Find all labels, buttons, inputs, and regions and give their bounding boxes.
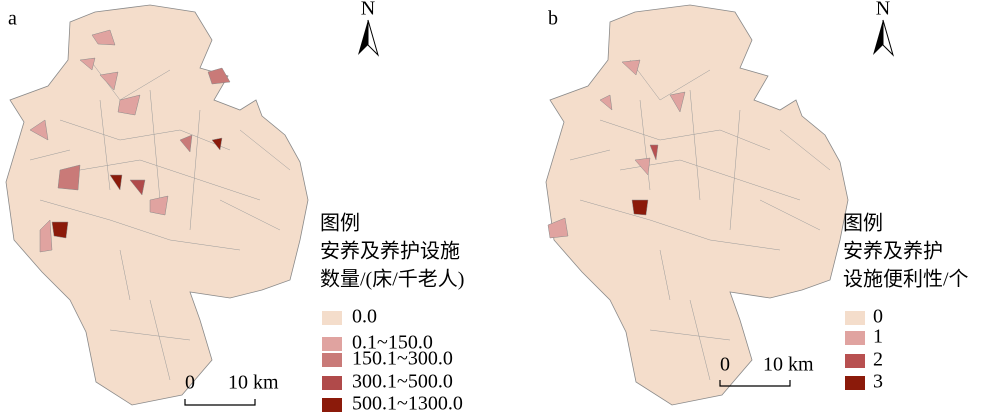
legend-label: 0 (873, 306, 883, 328)
panel-label: b (548, 8, 558, 30)
legend-title: 安养及养护 (843, 240, 943, 263)
map-region (599, 94, 613, 111)
map-region (109, 174, 123, 191)
legend-title: 图例 (843, 212, 883, 235)
legend-title: 安养及养护设施 (320, 240, 460, 263)
map-region (29, 119, 49, 141)
legend-label: 0.1~150.0 (352, 332, 433, 354)
legend-title: 设施便利性/个 (843, 268, 969, 291)
north-label: N (876, 0, 890, 20)
legend-swatch (322, 311, 342, 325)
legend-title: 图例 (320, 212, 360, 235)
north-arrow (873, 20, 883, 55)
map-region (649, 144, 659, 161)
north-label: N (361, 0, 375, 20)
map-region (631, 199, 649, 216)
map-outline (545, 4, 849, 406)
legend-label: 300.1~500.0 (352, 371, 453, 393)
legend-swatch (322, 376, 342, 390)
map-region (91, 29, 116, 46)
legend-title: 数量/(床/千老人) (320, 268, 464, 291)
legend-swatch (845, 376, 865, 390)
map-region (669, 91, 686, 113)
map-region (51, 221, 69, 239)
map-region (129, 179, 146, 196)
map-region (99, 71, 119, 91)
map-region (39, 219, 53, 253)
north-arrow (367, 19, 380, 57)
legend-swatch (322, 398, 342, 412)
legend-swatch (845, 354, 865, 368)
scale-zero: 0 (720, 354, 730, 376)
legend-swatch (845, 331, 865, 345)
map-region (117, 94, 141, 116)
north-arrow (882, 19, 895, 57)
map-panel-b (545, 4, 849, 406)
legend-label: 150.1~300.0 (352, 348, 453, 370)
legend-swatch (845, 311, 865, 325)
scale-zero: 0 (185, 372, 195, 394)
map-region (179, 134, 193, 153)
map-region (634, 157, 651, 176)
map-region (79, 57, 96, 71)
legend-swatch (322, 353, 342, 367)
legend-label: 500.1~1300.0 (352, 393, 463, 415)
map-region (211, 137, 223, 151)
map-region (207, 67, 231, 85)
map-region (57, 164, 81, 191)
legend-swatch (322, 337, 342, 351)
legend-label: 2 (873, 349, 883, 371)
legend-label: 0.0 (352, 306, 377, 328)
panel-label: a (8, 8, 17, 30)
legend-label: 3 (873, 371, 883, 393)
scale-distance: 10 km (763, 354, 814, 376)
north-arrow (358, 20, 368, 55)
map-region (621, 59, 641, 76)
legend-label: 1 (873, 326, 883, 348)
scale-bar (719, 380, 791, 387)
scale-bar (184, 399, 256, 406)
scale-distance: 10 km (228, 372, 279, 394)
map-region (547, 217, 569, 239)
map-region (149, 195, 169, 216)
